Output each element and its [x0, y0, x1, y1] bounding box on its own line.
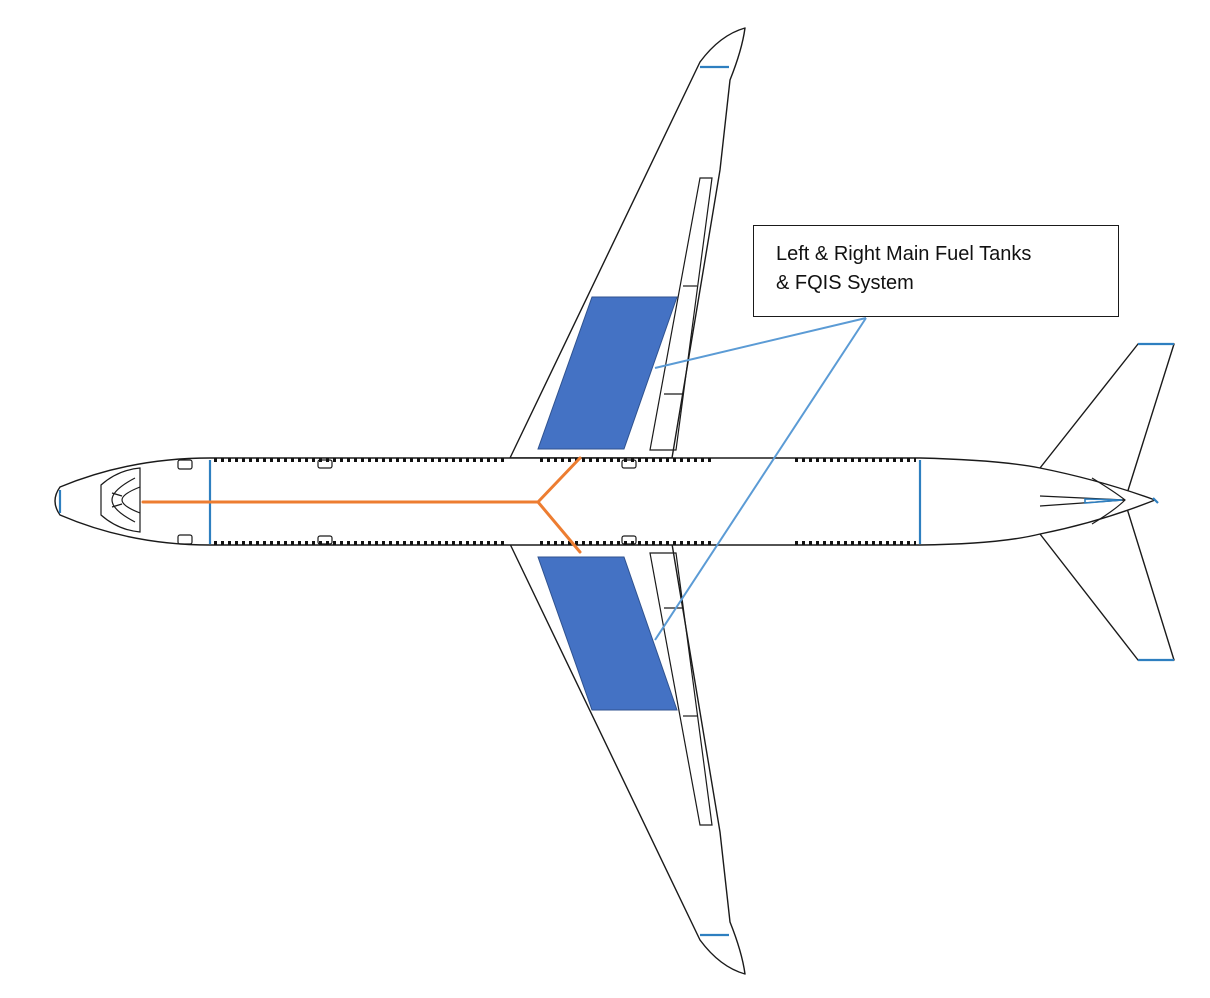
- door: [621, 459, 637, 469]
- cockpit-window: [100, 467, 141, 533]
- right-wing-flap: [649, 552, 713, 826]
- cockpit-arc: [121, 486, 141, 514]
- left-wing: [509, 27, 746, 459]
- right-wing: [509, 543, 746, 975]
- tail-tip-marker: [1152, 497, 1159, 504]
- fuel-feed-line: [141, 456, 582, 554]
- right-main-fuel-tank: [537, 556, 678, 711]
- callout-leader-line: [654, 317, 867, 369]
- cockpit-arc: [111, 477, 136, 523]
- fuselage: [54, 457, 1156, 546]
- door: [317, 535, 333, 545]
- callout-leader-line: [654, 317, 867, 641]
- door: [177, 459, 193, 470]
- callout-line-1: Left & Right Main Fuel Tanks: [776, 243, 1032, 265]
- tail-cone-detail: [1039, 495, 1126, 507]
- callout-line-2: & FQIS System: [776, 272, 914, 294]
- door: [621, 535, 637, 545]
- cockpit-strut: [111, 503, 123, 508]
- left-wing-flap: [649, 177, 713, 451]
- left-main-fuel-tank: [537, 296, 678, 450]
- door: [177, 534, 193, 545]
- fuel-tank-callout: Left & Right Main Fuel Tanks & FQIS Syst…: [753, 225, 1119, 317]
- door: [317, 459, 333, 469]
- cockpit-strut: [111, 492, 123, 497]
- tail-cone-marker: [1084, 498, 1123, 504]
